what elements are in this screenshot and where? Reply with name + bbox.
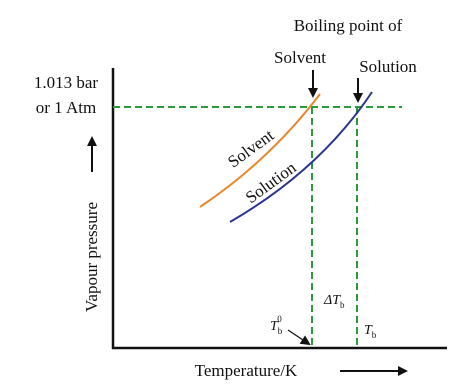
title: Boiling point of [294,16,403,35]
elevation-label: ΔTb [323,293,345,310]
y-axis-label: Vapour pressure [82,202,101,312]
subscript: b [278,326,283,336]
solution-heading: Solution [359,57,417,76]
symbol: ΔT [323,293,341,308]
symbol: T [364,323,373,338]
subscript: b [340,300,345,310]
pressure-label: 1.013 bar [34,73,99,92]
solvent-curve [199,93,321,208]
symbol: T [270,319,279,334]
subscript: b [372,330,377,340]
x-axis-label: Temperature/K [195,361,298,380]
solution-bp-label: Tb [364,323,377,340]
solution-curve [229,91,373,223]
superscript: 0 [277,314,282,324]
pressure-label: or 1 Atm [36,98,96,117]
curve-label: Solution [242,158,300,208]
solvent-heading: Solvent [274,48,326,67]
arrow [287,329,311,346]
solvent-bp-label: Tb 0 [270,314,283,336]
curve-label: Solvent [224,125,277,171]
